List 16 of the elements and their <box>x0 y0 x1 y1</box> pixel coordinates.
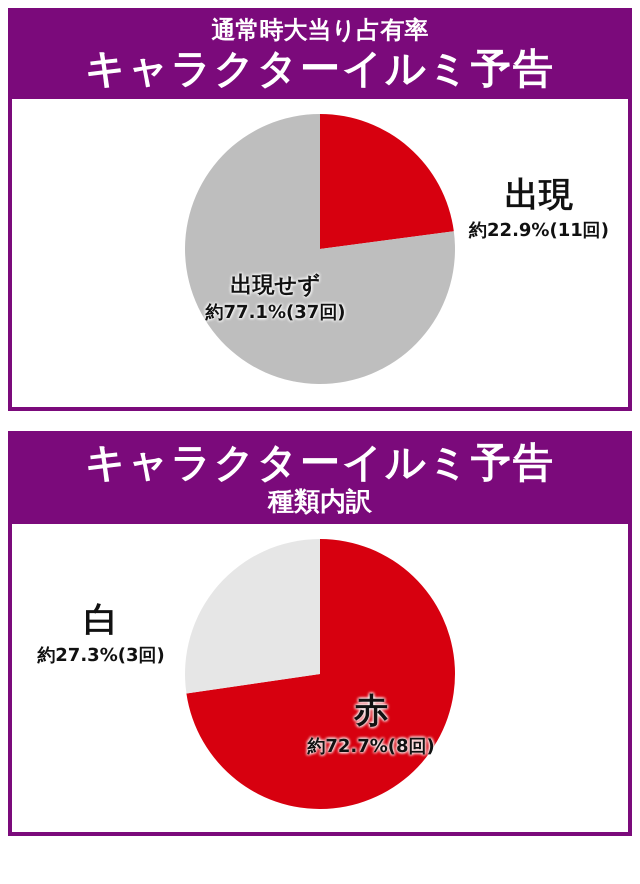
slice-label: 出現せず <box>230 272 322 300</box>
data-label: 約22.9%(11回) <box>468 218 610 242</box>
chart-title: キャラクターイルミ予告 <box>84 438 556 487</box>
data-label: 約27.3%(3回) <box>36 644 166 667</box>
pie-slice <box>186 538 455 809</box>
slice-label: 出現 <box>504 174 574 217</box>
pie-slice <box>320 114 454 249</box>
chart-title: 通常時大当り占有率 <box>210 16 430 45</box>
slice-label: 赤 <box>353 690 390 734</box>
chart-subtitle: 種類内訳 <box>266 486 373 518</box>
chart-subtitle: キャラクターイルミ予告 <box>84 44 556 93</box>
slice-label: 白 <box>83 598 119 642</box>
pie-slice <box>185 538 320 694</box>
data-label: 約77.1%(37回) <box>204 300 346 324</box>
pie-slice <box>185 114 455 384</box>
data-label: 約72.7%(8回) <box>306 735 436 758</box>
